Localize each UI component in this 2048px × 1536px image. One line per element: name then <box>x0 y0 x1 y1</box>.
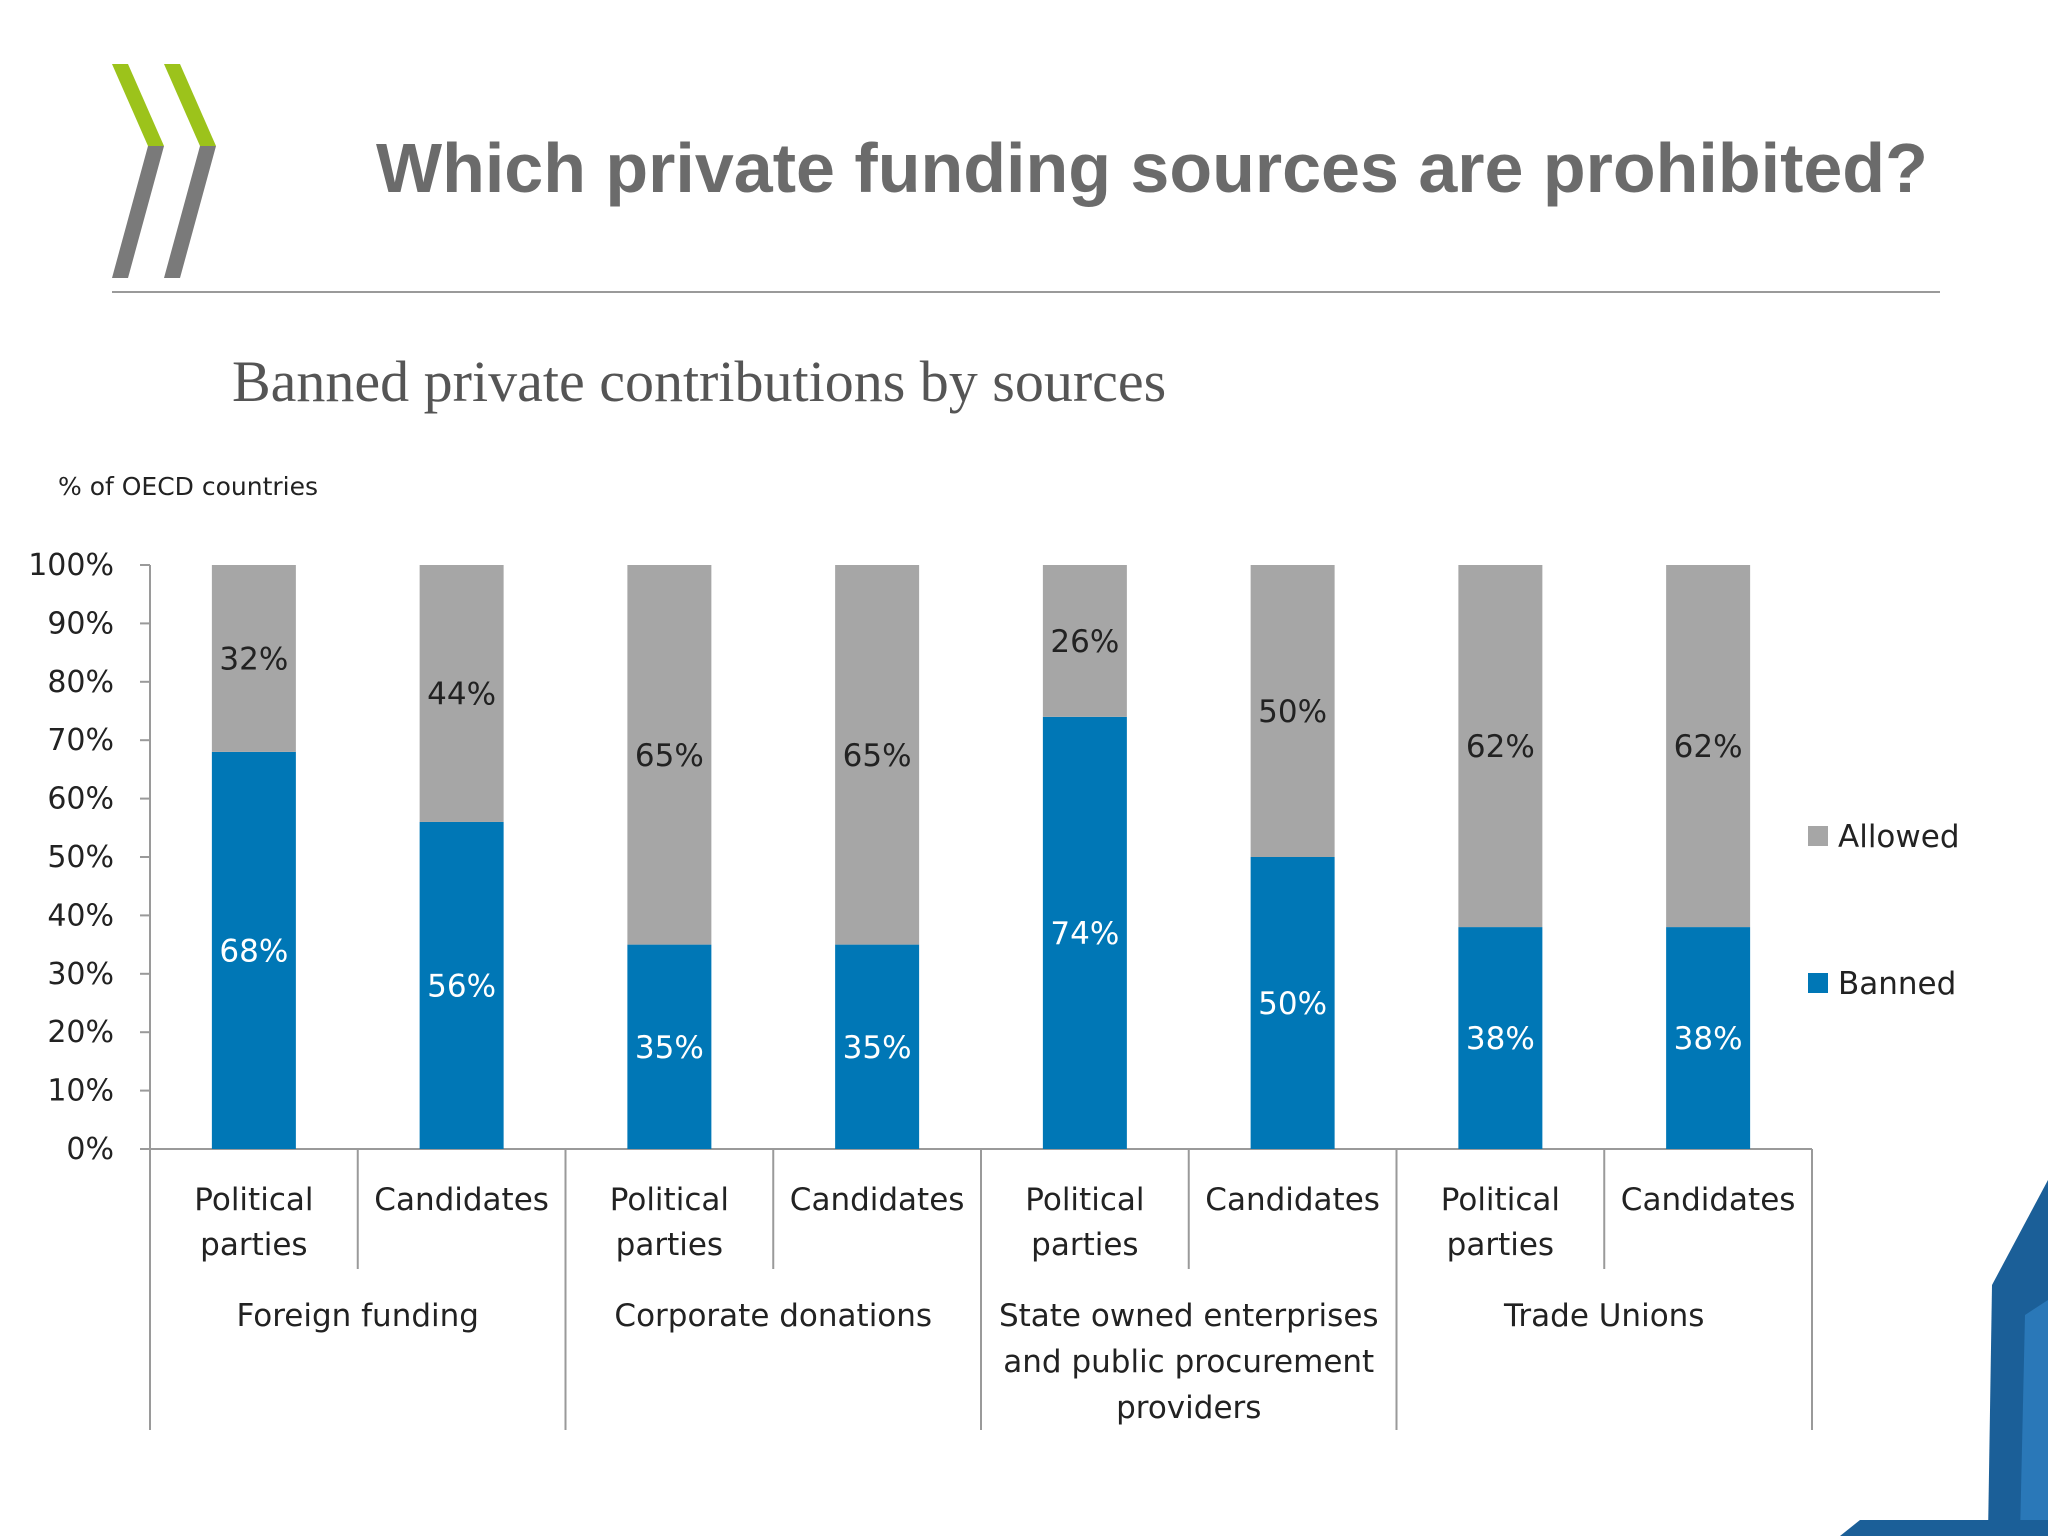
bar-banned <box>419 821 504 1149</box>
x-group-label: Trade Unions <box>1503 1298 1704 1334</box>
stacked-bar-chart: 0% 10% 20% 30% 40% 50% 60% 70% 80% 90% 100% 68% 32% 5… <box>28 548 1960 1430</box>
y-tick-label: 20% <box>47 1015 114 1050</box>
x-category-label: parties <box>1447 1227 1554 1263</box>
data-label-allowed: 26% <box>1050 624 1119 660</box>
data-label-banned: 74% <box>1050 916 1119 952</box>
data-label-allowed: 62% <box>1466 729 1535 765</box>
y-axis-label: % of OECD countries <box>58 472 319 501</box>
bar-allowed <box>1666 565 1751 928</box>
bar-banned <box>627 944 712 1149</box>
bar-allowed <box>1250 565 1335 857</box>
legend-label: Allowed <box>1838 819 1960 855</box>
x-group-label: Corporate donations <box>614 1298 932 1334</box>
data-label-allowed: 62% <box>1674 729 1743 765</box>
data-label-banned: 35% <box>635 1030 704 1066</box>
y-tick-label: 40% <box>47 898 114 933</box>
bar-allowed <box>627 565 712 945</box>
y-tick-label: 90% <box>47 606 114 641</box>
y-tick-label: 0% <box>66 1132 114 1167</box>
title-divider <box>112 291 1940 293</box>
data-label-banned: 68% <box>219 933 288 969</box>
data-label-banned: 38% <box>1674 1021 1743 1057</box>
bar-allowed <box>1042 565 1127 717</box>
y-tick-label: 60% <box>47 782 114 817</box>
x-category-label: parties <box>200 1227 307 1263</box>
x-category-label: Candidates <box>1205 1182 1380 1218</box>
x-category-label: Candidates <box>374 1182 549 1218</box>
logo-right-chevron-gray <box>164 146 216 278</box>
legend-swatch <box>1808 826 1828 846</box>
slide-title: Which private funding sources are prohib… <box>376 129 1928 207</box>
x-category-label: Candidates <box>790 1182 965 1218</box>
data-label-banned: 50% <box>1258 986 1327 1022</box>
logo-left-chevron-green <box>112 64 164 146</box>
data-label-banned: 35% <box>843 1030 912 1066</box>
x-group-label: Foreign funding <box>237 1298 479 1334</box>
logo-right-chevron-green <box>164 64 216 146</box>
oecd-logo-icon <box>112 64 216 278</box>
bar-allowed <box>211 565 296 752</box>
legend-label: Banned <box>1838 966 1956 1002</box>
logo-left-chevron-gray <box>112 146 164 278</box>
x-group-label: providers <box>1116 1390 1261 1426</box>
data-label-allowed: 65% <box>635 738 704 774</box>
y-tick-label: 80% <box>47 665 114 700</box>
bar-allowed <box>835 565 920 945</box>
x-group-label: and public procurement <box>1003 1344 1374 1380</box>
bar-banned <box>1250 857 1335 1149</box>
x-category-label: Political <box>194 1182 313 1218</box>
y-tick-label: 70% <box>47 723 114 758</box>
x-category-label: Political <box>1025 1182 1144 1218</box>
data-label-allowed: 44% <box>427 676 496 712</box>
x-category-label: Political <box>610 1182 729 1218</box>
bar-allowed <box>1458 565 1543 928</box>
x-category-label: parties <box>616 1227 723 1263</box>
corner-decoration <box>1840 1180 2048 1536</box>
y-tick-label: 10% <box>47 1074 114 1109</box>
bar-banned <box>211 751 296 1149</box>
y-tick-label: 50% <box>47 840 114 875</box>
bar-banned <box>835 944 920 1149</box>
legend-swatch <box>1808 973 1828 993</box>
data-label-banned: 38% <box>1466 1021 1535 1057</box>
bar-banned <box>1042 716 1127 1149</box>
data-label-allowed: 65% <box>843 738 912 774</box>
x-category-label: Political <box>1441 1182 1560 1218</box>
bar-allowed <box>419 565 504 822</box>
bar-banned <box>1458 927 1543 1149</box>
y-tick-label: 100% <box>28 548 114 583</box>
data-label-banned: 56% <box>427 968 496 1004</box>
x-group-label: State owned enterprises <box>999 1298 1379 1334</box>
chart-subtitle: Banned private contributions by sources <box>232 349 1167 414</box>
corner-blue-shape-inner <box>2020 1300 2048 1536</box>
corner-bottom-strip <box>1840 1520 2048 1536</box>
y-tick-label: 30% <box>47 957 114 992</box>
data-label-allowed: 32% <box>219 641 288 677</box>
data-label-allowed: 50% <box>1258 694 1327 730</box>
x-category-label: Candidates <box>1621 1182 1796 1218</box>
x-category-label: parties <box>1031 1227 1138 1263</box>
bar-banned <box>1666 927 1751 1149</box>
